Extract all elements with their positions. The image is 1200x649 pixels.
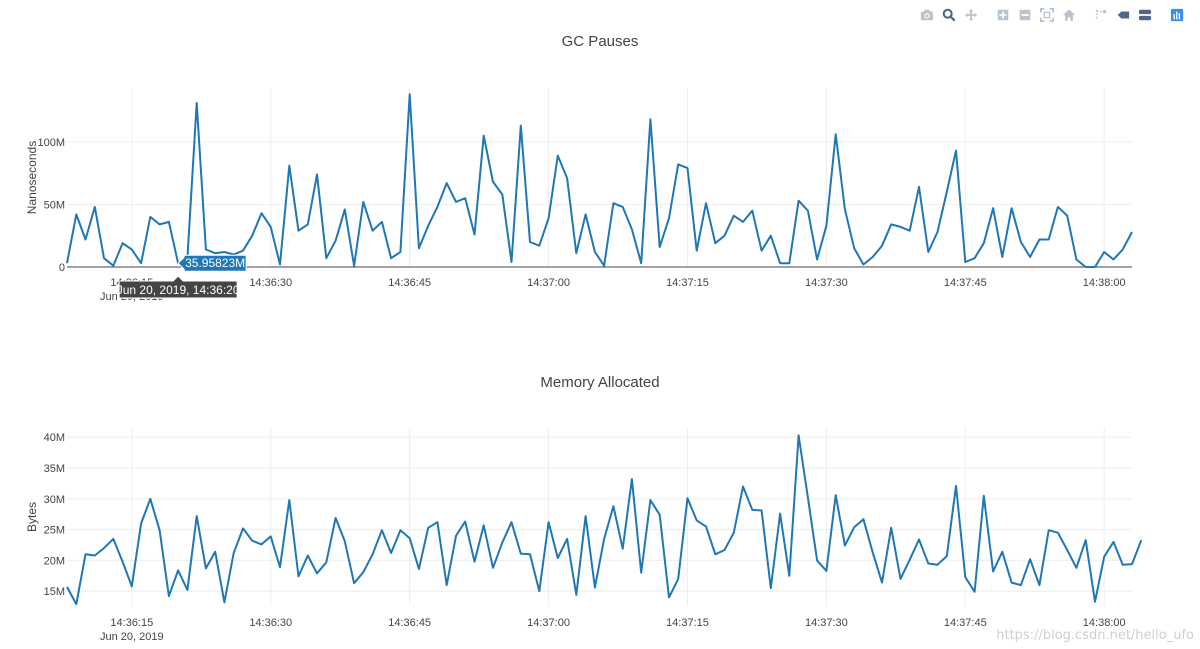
gc-pauses-chart: GC Pauses14:36:1514:36:3014:36:4514:37:0…: [25, 33, 1133, 303]
plotly-logo-button[interactable]: [1168, 5, 1186, 25]
home-icon: [1062, 9, 1076, 21]
y-tick-label: 50M: [44, 199, 65, 211]
spike-lines-icon: [1095, 9, 1107, 21]
x-tick-label: 14:38:00: [1083, 617, 1126, 629]
zoom-in-button[interactable]: [994, 5, 1012, 25]
y-tick-label: 0: [59, 262, 65, 274]
chart-title: GC Pauses: [562, 33, 639, 50]
x-tick-label: 14:36:30: [249, 617, 292, 629]
home-button[interactable]: [1060, 5, 1078, 25]
x-tick-label: 14:37:30: [805, 617, 848, 629]
y-tick-label: 35M: [44, 463, 65, 475]
modebar: [918, 4, 1186, 26]
memory-allocated-chart: Memory Allocated 14:36:15 14:36:30 14:36:45…: [25, 374, 1143, 643]
y-tick-label: 30M: [44, 494, 65, 506]
zoom-in-icon: [997, 9, 1009, 21]
hover-closest-icon: [1117, 11, 1130, 19]
x-tick-label: 14:37:00: [527, 277, 570, 289]
camera-button[interactable]: [918, 5, 936, 25]
x-tick-label: 14:37:00: [527, 617, 570, 629]
autoscale-icon: [1040, 8, 1054, 22]
zoom-out-icon: [1019, 9, 1031, 21]
hover-date-box: [118, 275, 238, 299]
hover-date-text: Jun 20, 2019, 14:36:20: [117, 283, 240, 297]
y-tick-label: 15M: [44, 586, 65, 598]
hover-date-label: Jun 20, 2019, 14:36:20: [117, 275, 240, 299]
memory-allocated-series-line: [66, 434, 1143, 606]
y-axis-label: Nanoseconds: [25, 141, 39, 214]
autoscale-button[interactable]: [1038, 5, 1056, 25]
x-tick-label: 14:36:45: [388, 277, 431, 289]
y-tick-label: 20M: [44, 555, 65, 567]
zoom-out-button[interactable]: [1016, 5, 1034, 25]
y-tick-label: 100M: [37, 137, 65, 149]
chart-title: Memory Allocated: [540, 374, 659, 391]
pan-button[interactable]: [962, 5, 980, 25]
x-tick-label: 14:36:30: [249, 277, 292, 289]
hover-compare-icon: [1138, 9, 1152, 21]
spike-lines-button[interactable]: [1092, 5, 1110, 25]
hover-value-box: [177, 254, 247, 272]
zoom-button[interactable]: [940, 5, 958, 25]
plotly-logo-icon: [1170, 8, 1184, 22]
zoom-icon: [942, 8, 956, 22]
x-tick-label: 14:37:15: [666, 617, 709, 629]
y-tick-label: 40M: [44, 432, 65, 444]
x-tick-label: 14:37:45: [944, 617, 987, 629]
x-tick-label: 14:36:45: [388, 617, 431, 629]
watermark: https://blog.csdn.net/hello_ufo: [996, 628, 1194, 643]
hover-value-text: 35.95823M: [185, 256, 245, 270]
y-tick-label: 25M: [44, 525, 65, 537]
x-date-label: Jun 20, 2019: [100, 631, 164, 643]
gc-pauses-series-line: [66, 93, 1133, 268]
x-tick-label: 14:36:15: [110, 617, 153, 629]
hover-value-label: 35.95823M: [177, 254, 247, 272]
hover-closest-button[interactable]: [1114, 5, 1132, 25]
camera-icon: [920, 9, 934, 21]
x-tick-label: 14:38:00: [1083, 277, 1126, 289]
x-tick-label: 14:37:15: [666, 277, 709, 289]
hover-compare-button[interactable]: [1136, 5, 1154, 25]
x-tick-label: 14:37:30: [805, 277, 848, 289]
pan-icon: [964, 8, 978, 22]
x-tick-label: 14:37:45: [944, 277, 987, 289]
y-axis-label: Bytes: [25, 502, 39, 532]
